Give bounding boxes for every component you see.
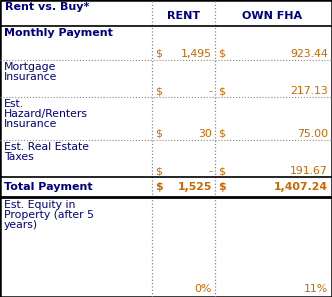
Text: Insurance: Insurance xyxy=(4,72,57,82)
Text: 1,495: 1,495 xyxy=(181,49,212,59)
Text: 75.00: 75.00 xyxy=(297,129,328,139)
Text: $: $ xyxy=(218,129,225,139)
Text: Monthly Payment: Monthly Payment xyxy=(4,28,113,38)
Text: Property (after 5: Property (after 5 xyxy=(4,210,94,220)
Text: 923.44: 923.44 xyxy=(290,49,328,59)
Text: $: $ xyxy=(155,49,162,59)
Text: $: $ xyxy=(155,182,163,192)
Text: RENT: RENT xyxy=(167,11,200,21)
Text: 1,525: 1,525 xyxy=(178,182,212,192)
Text: Insurance: Insurance xyxy=(4,119,57,129)
Text: -: - xyxy=(208,166,212,176)
Text: Est. Real Estate: Est. Real Estate xyxy=(4,142,89,152)
Text: -: - xyxy=(208,86,212,96)
Text: Rent vs. Buy*: Rent vs. Buy* xyxy=(5,2,89,12)
Text: 11%: 11% xyxy=(304,284,328,294)
Text: Taxes: Taxes xyxy=(4,152,34,162)
Text: $: $ xyxy=(155,129,162,139)
Text: Est. Equity in: Est. Equity in xyxy=(4,200,75,210)
Text: Mortgage: Mortgage xyxy=(4,62,56,72)
Text: 30: 30 xyxy=(198,129,212,139)
Text: $: $ xyxy=(218,182,226,192)
Text: Hazard/Renters: Hazard/Renters xyxy=(4,109,88,119)
Text: 0%: 0% xyxy=(195,284,212,294)
Text: 1,407.24: 1,407.24 xyxy=(274,182,328,192)
Text: $: $ xyxy=(155,86,162,96)
Text: 217.13: 217.13 xyxy=(290,86,328,96)
Text: years): years) xyxy=(4,220,38,230)
Text: Total Payment: Total Payment xyxy=(4,182,93,192)
Text: $: $ xyxy=(218,49,225,59)
Text: $: $ xyxy=(218,166,225,176)
Text: Est.: Est. xyxy=(4,99,24,109)
Text: 191.67: 191.67 xyxy=(290,166,328,176)
Text: $: $ xyxy=(218,86,225,96)
Text: OWN FHA: OWN FHA xyxy=(242,11,302,21)
Text: $: $ xyxy=(155,166,162,176)
